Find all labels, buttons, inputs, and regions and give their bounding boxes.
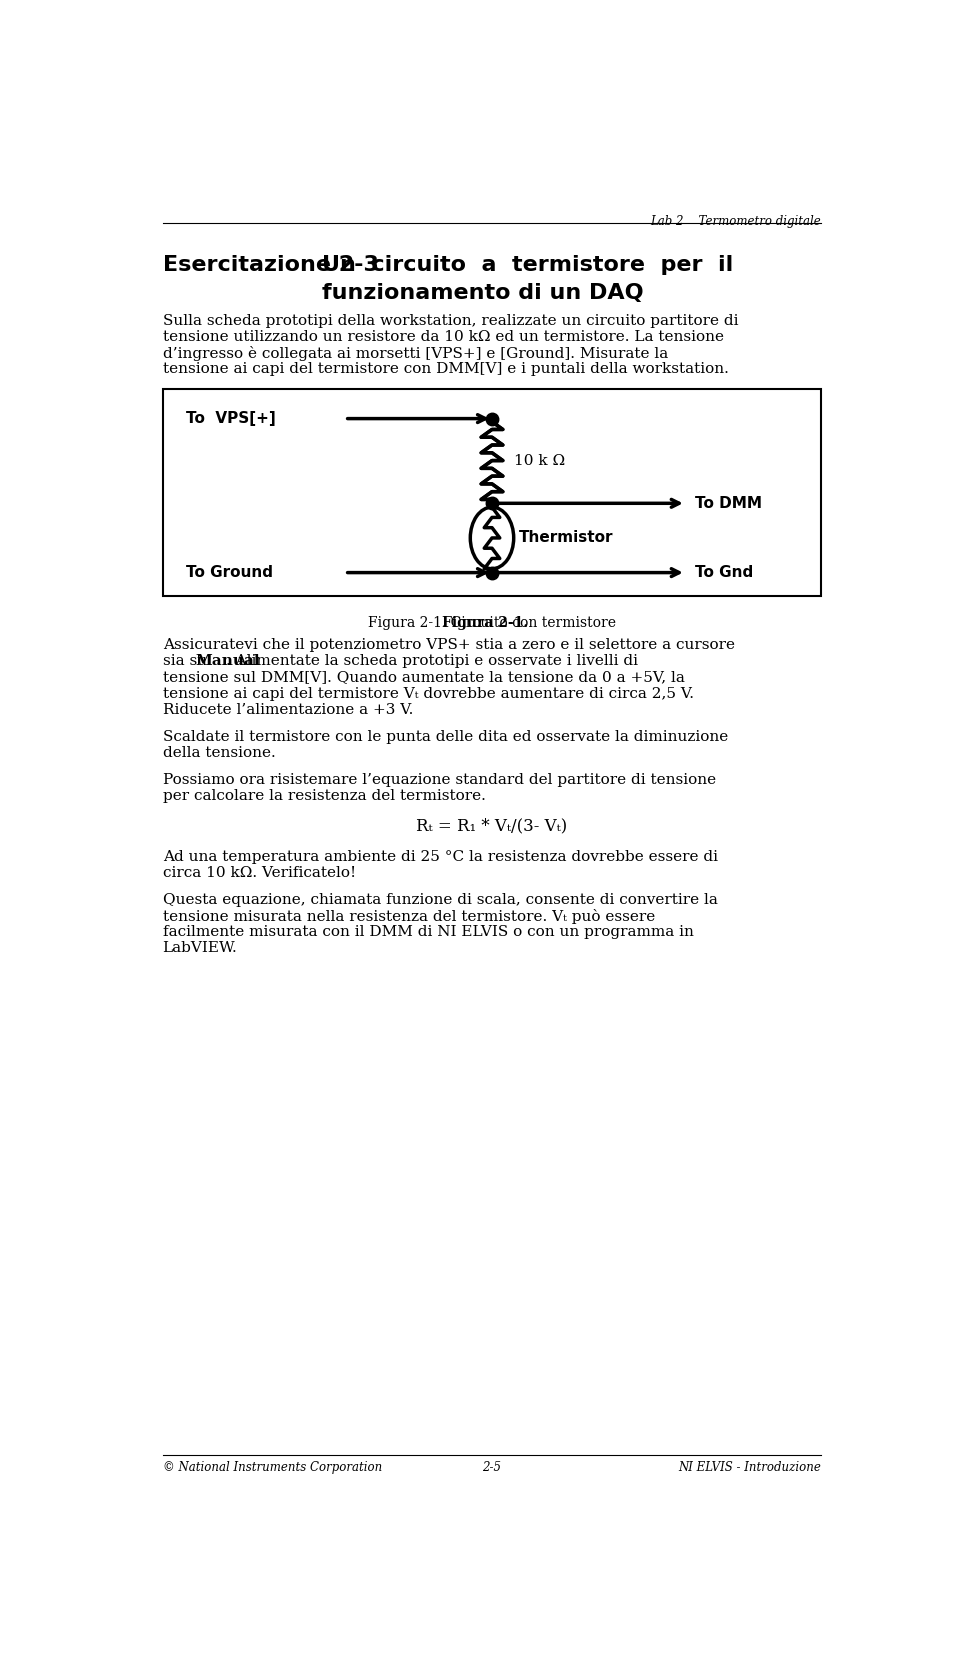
Text: tensione sul DMM[V]. Quando aumentate la tensione da 0 a +5V, la: tensione sul DMM[V]. Quando aumentate la… [162, 670, 684, 685]
Text: Questa equazione, chiamata funzione di scala, consente di convertire la: Questa equazione, chiamata funzione di s… [162, 893, 717, 906]
Text: Riducete l’alimentazione a +3 V.: Riducete l’alimentazione a +3 V. [162, 703, 413, 716]
Text: d’ingresso è collegata ai morsetti [VPS+] e [Ground]. Misurate la: d’ingresso è collegata ai morsetti [VPS+… [162, 347, 668, 362]
Ellipse shape [470, 506, 514, 568]
Text: To Gnd: To Gnd [695, 565, 754, 580]
Text: tensione utilizzando un resistore da 10 kΩ ed un termistore. La tensione: tensione utilizzando un resistore da 10 … [162, 330, 724, 345]
Text: Manual: Manual [196, 655, 260, 668]
Text: 2-5: 2-5 [483, 1461, 501, 1474]
Text: Possiamo ora risistemare l’equazione standard del partitore di tensione: Possiamo ora risistemare l’equazione sta… [162, 773, 716, 786]
Text: © National Instruments Corporation: © National Instruments Corporation [162, 1461, 382, 1474]
Text: tensione ai capi del termistore Vₜ dovrebbe aumentare di circa 2,5 V.: tensione ai capi del termistore Vₜ dovre… [162, 686, 694, 701]
Text: NI ELVIS - Introduzione: NI ELVIS - Introduzione [679, 1461, 822, 1474]
Text: Sulla scheda prototipi della workstation, realizzate un circuito partitore di: Sulla scheda prototipi della workstation… [162, 313, 738, 328]
Text: 10 k Ω: 10 k Ω [514, 453, 564, 468]
Text: Assicuratevi che il potenziometro VPS+ stia a zero e il selettore a cursore: Assicuratevi che il potenziometro VPS+ s… [162, 638, 734, 651]
Text: sia su: sia su [162, 655, 211, 668]
Text: per calcolare la resistenza del termistore.: per calcolare la resistenza del termisto… [162, 790, 486, 803]
Text: Rₜ = R₁ * Vₜ/(3- Vₜ): Rₜ = R₁ * Vₜ/(3- Vₜ) [417, 818, 567, 835]
Text: Thermistor: Thermistor [519, 530, 613, 545]
Text: LabVIEW.: LabVIEW. [162, 941, 237, 955]
Text: funzionamento di un DAQ: funzionamento di un DAQ [322, 283, 643, 303]
Text: tensione misurata nella resistenza del termistore. Vₜ può essere: tensione misurata nella resistenza del t… [162, 910, 655, 925]
Text: tensione ai capi del termistore con DMM[V] e i puntali della workstation.: tensione ai capi del termistore con DMM[… [162, 363, 729, 377]
Text: facilmente misurata con il DMM di NI ELVIS o con un programma in: facilmente misurata con il DMM di NI ELV… [162, 925, 693, 940]
Text: circa 10 kΩ. Verificatelo!: circa 10 kΩ. Verificatelo! [162, 866, 356, 880]
Text: Un  circuito  a  termistore  per  il: Un circuito a termistore per il [322, 255, 732, 275]
Text: Figura 2-1. Circuito con termistore: Figura 2-1. Circuito con termistore [368, 616, 616, 630]
Text: Esercitazione 2-3: Esercitazione 2-3 [162, 255, 378, 275]
Text: della tensione.: della tensione. [162, 746, 276, 760]
Text: Figura 2-1.: Figura 2-1. [442, 616, 528, 630]
Bar [162, 390, 822, 596]
Text: Scaldate il termistore con le punta delle dita ed osservate la diminuzione: Scaldate il termistore con le punta dell… [162, 730, 728, 743]
Text: Lab 2    Termometro digitale: Lab 2 Termometro digitale [651, 215, 822, 228]
Text: . Alimentate la scheda prototipi e osservate i livelli di: . Alimentate la scheda prototipi e osser… [227, 655, 638, 668]
Text: To  VPS[+]: To VPS[+] [186, 412, 276, 426]
Text: Ad una temperatura ambiente di 25 °C la resistenza dovrebbe essere di: Ad una temperatura ambiente di 25 °C la … [162, 850, 718, 863]
Text: To DMM: To DMM [695, 496, 762, 511]
Text: To Ground: To Ground [186, 565, 273, 580]
